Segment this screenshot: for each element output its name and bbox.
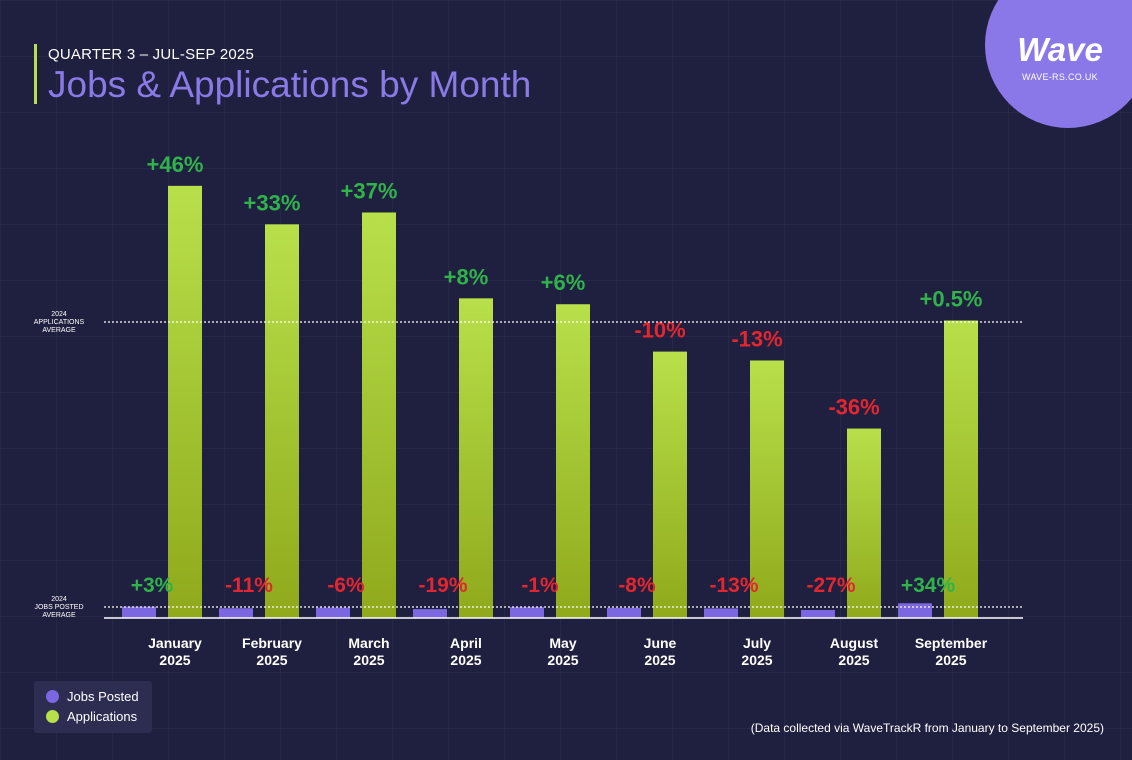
jobs-posted-change-label: -13% bbox=[709, 574, 758, 597]
chart-legend: Jobs Posted Applications bbox=[34, 681, 152, 733]
applications-bar bbox=[653, 351, 687, 618]
jobs-posted-average-label: JOBS POSTED bbox=[34, 604, 83, 611]
x-tick-label-month: September bbox=[915, 635, 988, 651]
jobs-posted-bar bbox=[219, 608, 253, 618]
jobs-posted-bar bbox=[801, 609, 835, 618]
applications-bar bbox=[265, 224, 299, 618]
chart-title: Jobs & Applications by Month bbox=[48, 64, 532, 105]
jobs-posted-change-label: -6% bbox=[327, 574, 365, 597]
jobs-posted-change-label: +34% bbox=[901, 574, 956, 597]
logo-wordmark: Wave bbox=[1017, 31, 1103, 68]
x-tick-label-month: April bbox=[450, 635, 482, 651]
jobs-posted-bar bbox=[898, 603, 932, 618]
jobs-posted-average-label: AVERAGE bbox=[42, 612, 76, 619]
legend-item-jobs-posted: Jobs Posted bbox=[46, 689, 139, 704]
x-tick-label-month: January bbox=[148, 635, 202, 651]
applications-change-label: -36% bbox=[828, 395, 879, 420]
x-tick-label-year: 2025 bbox=[838, 652, 869, 668]
applications-change-label: -10% bbox=[634, 318, 685, 343]
legend-swatch-jobs-posted bbox=[46, 690, 59, 703]
x-tick-label-year: 2025 bbox=[256, 652, 287, 668]
applications-change-label: +0.5% bbox=[920, 287, 983, 312]
legend-item-applications: Applications bbox=[46, 709, 137, 724]
x-tick-label-year: 2025 bbox=[450, 652, 481, 668]
x-tick-label-year: 2025 bbox=[159, 652, 190, 668]
footnote: (Data collected via WaveTrackR from Janu… bbox=[750, 721, 1104, 735]
x-tick-label-month: June bbox=[644, 635, 677, 651]
jobs-posted-bar bbox=[510, 607, 544, 618]
x-tick-label-month: February bbox=[242, 635, 302, 651]
x-tick-label-year: 2025 bbox=[935, 652, 966, 668]
jobs-posted-bar bbox=[704, 608, 738, 618]
applications-change-label: +6% bbox=[541, 270, 586, 295]
applications-average-label: 2024 bbox=[51, 311, 67, 318]
jobs-posted-change-label: -11% bbox=[225, 574, 273, 597]
jobs-posted-bar bbox=[413, 609, 447, 618]
x-tick-label-year: 2025 bbox=[644, 652, 675, 668]
applications-change-label: +8% bbox=[444, 264, 489, 289]
x-tick-label-month: March bbox=[348, 635, 389, 651]
x-tick-label-month: May bbox=[549, 635, 576, 651]
legend-label-applications: Applications bbox=[67, 709, 138, 724]
jobs-posted-bar bbox=[316, 607, 350, 618]
chart-header: QUARTER 3 – JUL-SEP 2025 Jobs & Applicat… bbox=[34, 44, 532, 105]
applications-average-label: AVERAGE bbox=[42, 327, 76, 334]
applications-bar bbox=[847, 428, 881, 618]
jobs-posted-bar bbox=[122, 606, 156, 618]
legend-label-jobs-posted: Jobs Posted bbox=[67, 689, 139, 704]
jobs-posted-change-label: -1% bbox=[521, 574, 559, 597]
chart-subtitle: QUARTER 3 – JUL-SEP 2025 bbox=[48, 46, 255, 63]
applications-bar bbox=[459, 298, 493, 618]
logo-url: WAVE-RS.CO.UK bbox=[1022, 72, 1098, 82]
applications-change-label: +37% bbox=[341, 178, 398, 203]
applications-change-label: -13% bbox=[731, 326, 782, 351]
jobs-posted-change-label: -19% bbox=[418, 574, 467, 597]
x-tick-label-month: August bbox=[830, 635, 879, 651]
applications-change-label: +46% bbox=[147, 152, 204, 177]
x-tick-label-year: 2025 bbox=[741, 652, 772, 668]
applications-bar bbox=[750, 360, 784, 618]
applications-change-label: +33% bbox=[244, 190, 301, 215]
applications-bar bbox=[362, 212, 396, 619]
jobs-posted-change-label: -27% bbox=[806, 574, 855, 597]
x-tick-label-year: 2025 bbox=[353, 652, 384, 668]
applications-average-label: APPLICATIONS bbox=[34, 319, 85, 326]
applications-bar bbox=[944, 320, 978, 618]
jobs-posted-bar bbox=[607, 607, 641, 618]
x-tick-label-month: July bbox=[743, 635, 771, 651]
jobs-posted-change-label: -8% bbox=[618, 574, 656, 597]
legend-swatch-applications bbox=[46, 710, 59, 723]
applications-bar bbox=[556, 304, 590, 618]
jobs-posted-average-label: 2024 bbox=[51, 596, 67, 603]
applications-bar bbox=[168, 185, 202, 618]
jobs-posted-change-label: +3% bbox=[131, 574, 174, 597]
x-tick-label-year: 2025 bbox=[547, 652, 578, 668]
